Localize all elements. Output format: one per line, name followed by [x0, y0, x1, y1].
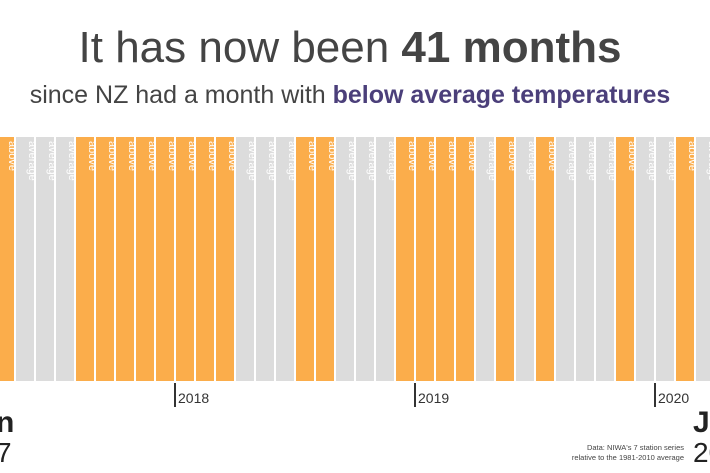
end-year: 20 — [693, 437, 710, 468]
month-label: above — [326, 141, 338, 171]
month-bar — [516, 137, 534, 381]
month-label: average — [706, 141, 710, 181]
headline: It has now been 41 months — [79, 23, 622, 72]
month-label: above — [466, 141, 478, 171]
month-bar — [296, 137, 314, 381]
month-strip: above average average average above above abov… — [0, 137, 710, 407]
month-label: above — [166, 141, 178, 171]
month-label: above — [626, 141, 638, 171]
month-bar — [496, 137, 514, 381]
month-bar — [656, 137, 674, 381]
month-label: average — [26, 141, 38, 181]
month-label: average — [526, 141, 538, 181]
month-bar — [696, 137, 710, 381]
subtitle-lead: since NZ had a month with — [30, 81, 333, 109]
month-label: average — [266, 141, 278, 181]
headline-emphasis: 41 months — [401, 23, 621, 72]
subtitle: since NZ had a month with below average … — [30, 81, 671, 109]
month-label: above — [226, 141, 238, 171]
month-label: above — [546, 141, 558, 171]
headline-lead: It has now been — [79, 23, 402, 72]
month-label: average — [246, 141, 258, 181]
month-label: above — [186, 141, 198, 171]
month-bar — [196, 137, 214, 381]
month-bar — [16, 137, 34, 381]
month-bar — [476, 137, 494, 381]
month-bar — [676, 137, 694, 381]
month-label: above — [306, 141, 318, 171]
month-label: above — [86, 141, 98, 171]
month-label: above — [506, 141, 518, 171]
month-bar — [116, 137, 134, 381]
month-bar — [376, 137, 394, 381]
month-label: average — [386, 141, 398, 181]
month-bar — [596, 137, 614, 381]
month-bar — [336, 137, 354, 381]
month-bar — [416, 137, 434, 381]
month-label: above — [146, 141, 158, 171]
month-label: average — [286, 141, 298, 181]
month-label: average — [366, 141, 378, 181]
subtitle-emphasis: below average temperatures — [333, 81, 671, 109]
month-label: average — [606, 141, 618, 181]
start-month: n — [0, 406, 14, 439]
month-label: average — [586, 141, 598, 181]
month-bar — [576, 137, 594, 381]
source-line: Data: NIWA's 7 station series — [587, 443, 684, 452]
month-bar — [0, 137, 14, 381]
end-month: Ju — [693, 406, 710, 439]
month-bar — [556, 137, 574, 381]
month-bar — [36, 137, 54, 381]
month-bar — [256, 137, 274, 381]
month-label: above — [126, 141, 138, 171]
month-label: above — [6, 141, 18, 171]
month-bar — [176, 137, 194, 381]
month-label: above — [206, 141, 218, 171]
month-label: average — [46, 141, 58, 181]
month-label: above — [686, 141, 698, 171]
month-bar — [156, 137, 174, 381]
month-label: average — [346, 141, 358, 181]
month-bar — [276, 137, 294, 381]
month-label: above — [446, 141, 458, 171]
month-bar — [356, 137, 374, 381]
start-year: 7 — [0, 437, 12, 468]
year-label: 2018 — [178, 390, 209, 406]
month-label: average — [646, 141, 658, 181]
month-label: average — [566, 141, 578, 181]
month-bar — [136, 137, 154, 381]
month-bar — [316, 137, 334, 381]
year-label: 2020 — [658, 390, 689, 406]
month-bar — [616, 137, 634, 381]
month-bar — [636, 137, 654, 381]
month-bar — [396, 137, 414, 381]
month-bar — [56, 137, 74, 381]
month-bar — [76, 137, 94, 381]
month-bar — [436, 137, 454, 381]
month-label: average — [66, 141, 78, 181]
month-bar — [216, 137, 234, 381]
month-bar — [536, 137, 554, 381]
source-line: relative to the 1981-2010 average — [572, 453, 684, 462]
month-label: above — [106, 141, 118, 171]
month-bar — [236, 137, 254, 381]
month-label: average — [486, 141, 498, 181]
month-bar — [456, 137, 474, 381]
year-label: 2019 — [418, 390, 449, 406]
month-label: above — [406, 141, 418, 171]
month-bar — [96, 137, 114, 381]
month-label: above — [426, 141, 438, 171]
month-label: average — [666, 141, 678, 181]
